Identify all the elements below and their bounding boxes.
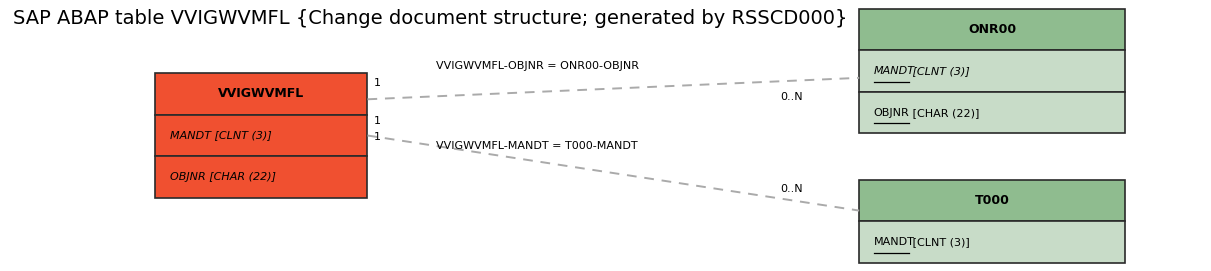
- Text: OBJNR [CHAR (22)]: OBJNR [CHAR (22)]: [170, 172, 276, 182]
- Bar: [155, 73, 367, 115]
- Text: MANDT: MANDT: [873, 237, 914, 247]
- Text: [CLNT (3)]: [CLNT (3)]: [908, 66, 970, 76]
- Text: MANDT: MANDT: [873, 66, 914, 76]
- Bar: [155, 115, 367, 156]
- Text: [CHAR (22)]: [CHAR (22)]: [908, 108, 980, 118]
- Text: 0..N: 0..N: [781, 184, 803, 194]
- Text: MANDT [CLNT (3)]: MANDT [CLNT (3)]: [170, 131, 271, 140]
- Bar: [860, 180, 1125, 221]
- Text: 1: 1: [373, 78, 380, 88]
- Text: T000: T000: [975, 194, 1010, 207]
- Text: VVIGWVMFL-OBJNR = ONR00-OBJNR: VVIGWVMFL-OBJNR = ONR00-OBJNR: [436, 61, 639, 71]
- Bar: [155, 156, 367, 198]
- Bar: [860, 9, 1125, 50]
- Text: VVIGWVMFL: VVIGWVMFL: [218, 88, 304, 101]
- Bar: [860, 92, 1125, 134]
- Text: [CLNT (3)]: [CLNT (3)]: [908, 237, 970, 247]
- Text: OBJNR: OBJNR: [873, 108, 909, 118]
- Text: 1: 1: [373, 132, 380, 142]
- Text: 1: 1: [373, 116, 380, 126]
- Text: SAP ABAP table VVIGWVMFL {Change document structure; generated by RSSCD000}: SAP ABAP table VVIGWVMFL {Change documen…: [13, 9, 848, 28]
- Bar: [860, 221, 1125, 263]
- Text: ONR00: ONR00: [968, 23, 1016, 36]
- Text: VVIGWVMFL-MANDT = T000-MANDT: VVIGWVMFL-MANDT = T000-MANDT: [436, 141, 638, 151]
- Text: 0..N: 0..N: [781, 92, 803, 102]
- Bar: [860, 50, 1125, 92]
